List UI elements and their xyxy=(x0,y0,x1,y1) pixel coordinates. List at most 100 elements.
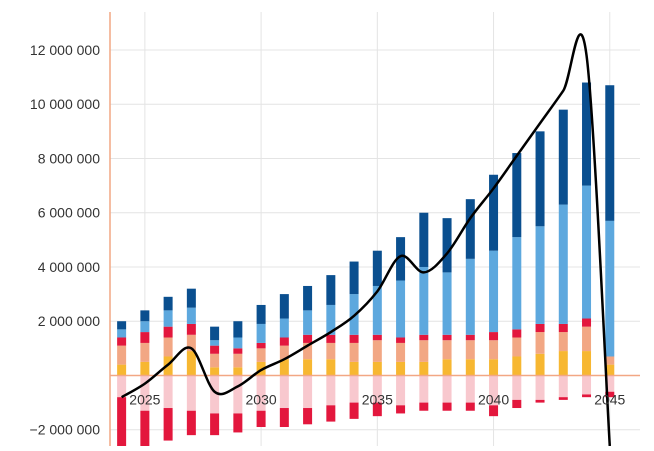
bar-segment xyxy=(186,323,196,335)
bar-segment xyxy=(419,375,429,403)
bar-segment xyxy=(210,326,220,341)
bar-segment xyxy=(140,321,150,333)
bar-segment xyxy=(186,307,196,324)
bar-segment xyxy=(512,399,522,409)
bar-segment xyxy=(326,405,336,422)
bar-segment xyxy=(442,375,452,403)
bar-segment xyxy=(558,323,568,333)
bar-segment xyxy=(465,402,475,411)
bar-segment xyxy=(535,332,545,354)
bar-segment xyxy=(279,359,289,376)
bar-segment xyxy=(396,237,406,281)
bar-segment xyxy=(349,361,359,376)
bar-segment xyxy=(372,402,382,417)
bar-segment xyxy=(117,375,127,398)
bar-segment xyxy=(535,399,545,403)
bar-segment xyxy=(605,364,615,376)
bar-segment xyxy=(605,356,615,365)
bar-segment xyxy=(256,323,266,343)
bar-segment xyxy=(233,375,243,414)
bar-segment xyxy=(465,199,475,259)
bar-segment xyxy=(605,391,615,398)
bar-segment xyxy=(326,342,336,360)
bar-segment xyxy=(233,353,243,368)
bar-segment xyxy=(558,375,568,398)
bar-segment xyxy=(186,334,196,352)
bar-segment xyxy=(582,351,592,376)
bar-segment xyxy=(349,261,359,295)
bar-segment xyxy=(535,226,545,324)
bar-segment xyxy=(512,153,522,238)
bar-segment xyxy=(489,332,499,341)
bar-segment xyxy=(558,397,568,400)
bar-segment xyxy=(582,375,592,395)
bar-segment xyxy=(303,359,313,376)
bar-segment xyxy=(419,212,429,267)
bar-segment xyxy=(210,353,220,368)
bar-segment xyxy=(117,345,127,365)
bar-segment xyxy=(442,334,452,341)
bar-segment xyxy=(489,340,499,360)
x-tick-label: 2030 xyxy=(246,391,277,407)
bar-segment xyxy=(489,250,499,333)
bar-segment xyxy=(140,410,150,446)
bar-segment xyxy=(442,402,452,411)
bar-segment xyxy=(163,310,173,327)
bar-segment xyxy=(326,359,336,376)
bar-segment xyxy=(396,375,406,406)
bar-segment xyxy=(535,131,545,227)
bar-segment xyxy=(558,204,568,324)
bar-segment xyxy=(326,334,336,343)
bar-segment xyxy=(349,334,359,343)
bar-segment xyxy=(163,326,173,338)
bar-segment xyxy=(605,375,615,392)
bar-segment xyxy=(372,285,382,335)
bar-segment xyxy=(489,359,499,376)
bar-segment xyxy=(512,329,522,338)
bar-segment xyxy=(210,367,220,376)
bar-segment xyxy=(535,323,545,333)
y-tick-label: 8 000 000 xyxy=(38,150,100,166)
bar-segment xyxy=(582,326,592,352)
bar-segment xyxy=(326,275,336,305)
bar-segment xyxy=(442,359,452,376)
x-tick-label: 2025 xyxy=(129,391,160,407)
bar-segment xyxy=(372,361,382,376)
bar-segment xyxy=(303,310,313,335)
bar-segment xyxy=(326,375,336,406)
x-tick-label: 2040 xyxy=(478,391,509,407)
bar-segment xyxy=(582,82,592,186)
bar-segment xyxy=(163,337,173,357)
bar-segment xyxy=(210,375,220,414)
bar-segment xyxy=(233,321,243,338)
bar-segment xyxy=(303,285,313,311)
bar-segment xyxy=(256,410,266,428)
bar-segment xyxy=(396,342,406,362)
bar-segment xyxy=(279,337,289,346)
bar-segment xyxy=(605,220,615,357)
bar-segment xyxy=(535,353,545,376)
bar-segment xyxy=(186,288,196,308)
bar-segment xyxy=(349,402,359,419)
bar-segment xyxy=(117,397,127,451)
bar-segment xyxy=(419,334,429,341)
bar-segment xyxy=(582,394,592,398)
bar-segment xyxy=(140,342,150,362)
bar-segment xyxy=(279,318,289,338)
bar-segment xyxy=(372,334,382,341)
bar-segment xyxy=(303,375,313,409)
bar-segment xyxy=(279,408,289,428)
bar-segment xyxy=(233,367,243,376)
bar-segment xyxy=(465,334,475,341)
bar-segment xyxy=(465,340,475,360)
bar-segment xyxy=(419,340,429,362)
bar-segment xyxy=(512,337,522,357)
bar-segment xyxy=(256,375,266,411)
bar-segment xyxy=(396,337,406,343)
bar-segment xyxy=(582,318,592,327)
bar-segment xyxy=(163,408,173,441)
bar-segment xyxy=(256,304,266,324)
bar-segment xyxy=(489,405,499,417)
bar-segment xyxy=(396,280,406,338)
